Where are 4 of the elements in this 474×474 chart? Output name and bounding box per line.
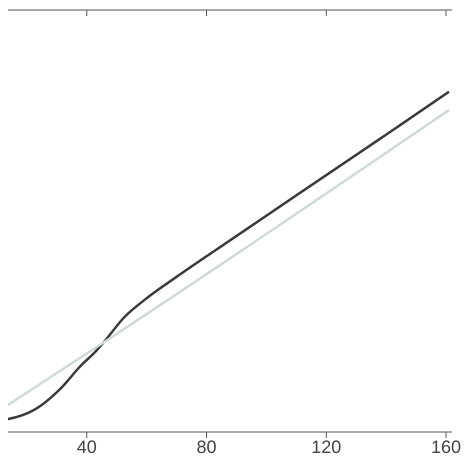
x-tick-label: 120 xyxy=(311,436,342,457)
x-tick-label: 160 xyxy=(430,436,462,457)
x-tick-label: 40 xyxy=(76,436,97,457)
x-tick-label: 80 xyxy=(196,436,217,457)
